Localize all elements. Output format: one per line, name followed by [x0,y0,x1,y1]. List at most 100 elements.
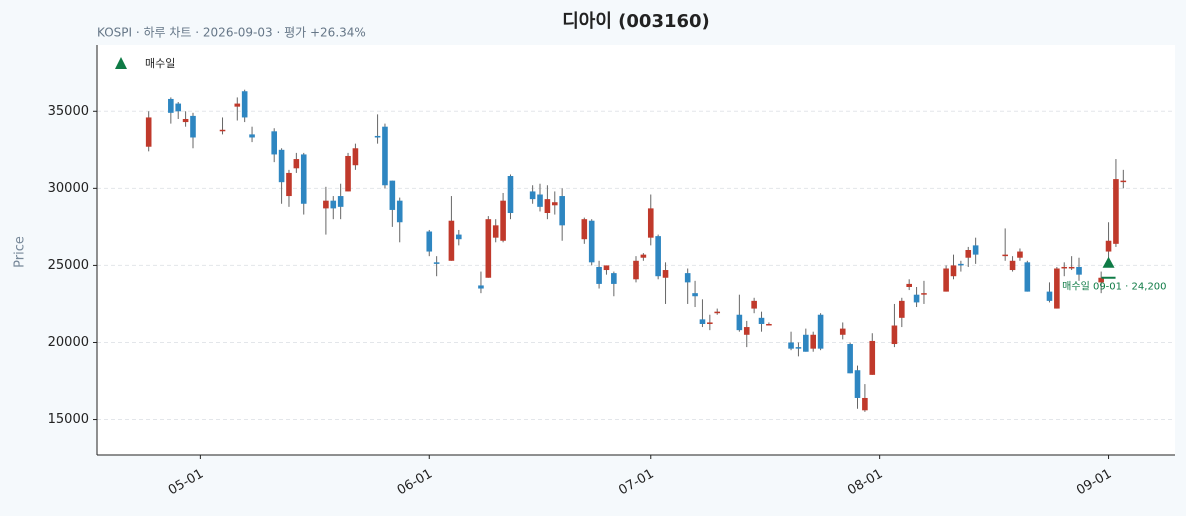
candle-body [448,220,455,261]
candle-body [958,263,964,266]
candle-body [854,370,861,398]
candle-body [271,131,278,155]
candle-body [1046,291,1053,301]
plot-area [97,45,1175,455]
candle-body [1098,277,1104,283]
candle-body [950,265,957,277]
candle-body [389,180,396,210]
candle-body [714,311,721,314]
candle-body [492,225,499,238]
candle-body [647,208,654,238]
candle-body [1009,260,1016,271]
candle-body [241,91,248,118]
candle-body [382,126,388,186]
candle-body [433,262,440,264]
candle-body [906,283,912,287]
candle-body [603,265,610,271]
candle-body [1068,266,1075,269]
x-tick-label: 06-01 [395,467,435,499]
candle-body [972,245,979,255]
x-tick-label: 09-01 [1074,467,1114,499]
candle-body [803,334,809,352]
candle-body [551,202,558,206]
candle-body [330,200,337,209]
legend-label: 매수일 [145,56,175,70]
y-tick-label: 15000 [48,412,89,427]
candle-body [168,98,174,113]
candle-body [455,234,462,240]
candle-body [500,200,506,241]
candle-body [190,115,196,138]
candle-body [293,159,300,169]
candle-body [529,191,536,200]
candle-body [234,103,241,107]
candle-body [640,254,647,258]
candle-body [581,219,588,240]
candle-body [899,300,905,318]
y-tick-label: 25000 [48,258,89,273]
candle-body [278,149,285,183]
candle-body [766,323,772,326]
candle-body [1002,254,1008,257]
x-tick-label: 08-01 [845,467,885,499]
candle-body [507,176,514,214]
y-tick-label: 30000 [48,181,89,196]
candle-body [396,200,403,223]
candle-body [182,118,189,123]
chart-subtitle: KOSPI · 하루 차트 · 2026-09-03 · 평가 +26.34% [97,26,366,40]
candle-body [869,340,876,375]
candle-body [352,148,359,166]
buy-label: 매수일 09-01 · 24,200 [1062,281,1166,293]
candle-body [692,293,698,297]
y-tick-label: 20000 [48,335,89,350]
candle-body [1054,268,1060,309]
candle-body [839,328,846,335]
legend-marker [115,57,127,69]
candle-body [559,196,565,226]
candle-body [345,155,351,192]
candle-body [1076,266,1082,275]
candle-body [751,300,757,309]
candle-body [426,231,433,252]
candle-body [544,199,551,214]
candle-body [743,327,750,335]
candle-body [478,285,484,289]
candle-body [374,135,381,138]
candle-body [588,220,595,263]
candle-body [699,319,706,324]
candle-body [758,317,765,324]
candle-body [1120,180,1127,183]
candle-body [633,260,639,280]
candle-body [1105,240,1112,252]
candle-body [943,268,949,292]
candle-body [1113,179,1119,244]
candle-body [891,325,898,345]
candle-body [323,200,329,209]
candle-body [788,342,794,349]
y-axis-label: Price [13,236,28,268]
candle-body [913,294,920,303]
candle-body [795,347,802,349]
candle-body [286,172,292,197]
candle-body [707,322,713,324]
candle-body [537,194,543,207]
candle-body [175,103,182,112]
candle-body [300,154,307,204]
candle-body [1061,266,1068,269]
candle-body [249,134,255,138]
candle-body [1017,251,1023,258]
candle-body [684,273,691,283]
y-tick-label: 35000 [48,104,89,119]
candle-body [736,314,743,331]
x-tick-label: 07-01 [616,467,656,499]
candle-body [810,334,817,349]
candle-body [596,266,602,284]
candle-body [219,129,226,132]
buy-marker [1102,256,1115,268]
x-tick-label: 05-01 [166,467,206,499]
candle-body [847,344,853,374]
candle-body [337,196,344,207]
candle-body [485,219,492,278]
candle-body [965,250,972,258]
